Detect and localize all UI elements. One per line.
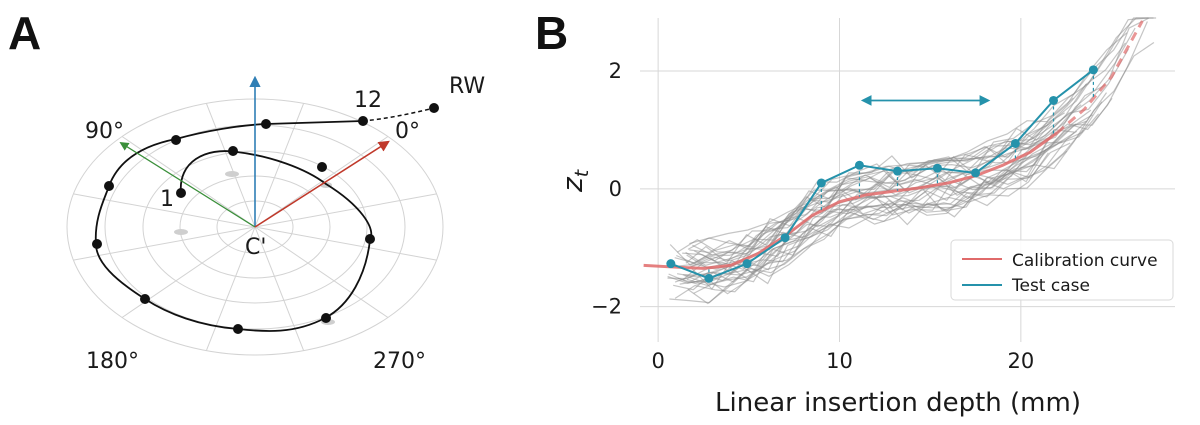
y-tick-label: 2 <box>609 59 622 83</box>
test-case-point <box>893 166 903 176</box>
test-case-point <box>932 163 942 173</box>
contact-point <box>140 294 150 304</box>
contact-point <box>317 162 327 172</box>
calibration-curve-extrapolation <box>1056 20 1144 135</box>
polar-spoke <box>121 136 256 228</box>
background-curve <box>685 112 1065 266</box>
test-case-point <box>666 259 676 269</box>
test-case-point <box>780 233 790 243</box>
background-curve <box>689 17 1149 247</box>
contact-point <box>365 234 375 244</box>
panel-b-chart: 0 10 20 −2 0 2 zt Linear insertion depth (mm)… <box>556 17 1175 418</box>
x-tick-label: 10 <box>826 349 853 373</box>
background-curve <box>674 17 1154 264</box>
legend: Calibration curve Test case <box>950 239 1174 301</box>
contact-point <box>321 313 331 323</box>
test-case-point <box>1088 65 1098 75</box>
label-contact-12: 12 <box>354 88 382 113</box>
panel-b-letter: B <box>535 7 569 59</box>
x-axis-label: Linear insertion depth (mm) <box>715 388 1081 418</box>
y-tick-label: −2 <box>591 295 622 319</box>
y-tick-label: 0 <box>609 177 622 201</box>
angle-label-180: 180° <box>86 349 139 374</box>
background-curve <box>682 104 1082 266</box>
contact-point <box>233 324 243 334</box>
polar-spoke <box>73 226 256 261</box>
test-case-point <box>1010 138 1020 148</box>
polar-spoke <box>254 226 389 318</box>
contact-point <box>261 119 271 129</box>
background-curve <box>676 27 1136 270</box>
arrow-0-degrees <box>254 140 390 228</box>
test-case-point <box>1048 95 1058 105</box>
polar-spoke <box>254 226 437 261</box>
test-case-point <box>854 160 864 170</box>
label-contact-1: 1 <box>160 187 174 212</box>
chart-tick-labels: 0 10 20 −2 0 2 <box>591 59 1034 373</box>
background-curve <box>679 113 1100 285</box>
test-case-point <box>816 178 826 188</box>
round-window-lead <box>362 107 435 122</box>
legend-label-test: Test case <box>1011 276 1090 296</box>
polar-spoke <box>205 226 256 351</box>
angle-label-90: 90° <box>85 119 124 144</box>
contact-point <box>358 116 368 126</box>
angle-label-0: 0° <box>395 119 420 144</box>
x-tick-label: 0 <box>651 349 664 373</box>
background-curve <box>686 42 1126 269</box>
chart-series <box>643 20 1144 283</box>
test-case-point <box>704 273 714 283</box>
x-tick-label: 20 <box>1007 349 1034 373</box>
y-axis-label: zt <box>556 168 593 193</box>
calibration-curve-line <box>643 131 1058 270</box>
legend-box <box>950 239 1174 301</box>
polar-spoke <box>254 226 305 351</box>
contact-point <box>92 239 102 249</box>
label-center: C' <box>245 235 266 260</box>
polar-spoke <box>254 193 437 228</box>
panel-a-letter: A <box>8 7 42 59</box>
test-case-line <box>670 69 1094 280</box>
test-case-point <box>742 259 752 269</box>
background-curve <box>687 150 1068 305</box>
background-curve <box>682 101 1103 282</box>
test-case-point <box>971 168 981 178</box>
background-curve <box>687 32 1128 250</box>
label-rw: RW <box>449 74 485 99</box>
arrow-90-degrees <box>119 142 256 228</box>
angle-label-270: 270° <box>373 349 426 374</box>
background-curve <box>693 114 1093 294</box>
panel-a-diagram: RW 12 1 C' 90° 0° 180° 270° <box>66 74 485 374</box>
round-window-point <box>429 103 439 113</box>
polar-spoke <box>205 103 256 228</box>
polar-spoke <box>121 226 256 318</box>
contact-point <box>228 146 238 156</box>
background-curve <box>684 129 1084 288</box>
background-curve <box>676 17 1157 254</box>
contact-point <box>104 181 114 191</box>
contact-point <box>176 188 186 198</box>
electrode-contacts <box>92 103 439 334</box>
legend-label-calibration: Calibration curve <box>1012 251 1158 271</box>
contact-point <box>171 135 181 145</box>
background-curve <box>669 17 1150 266</box>
